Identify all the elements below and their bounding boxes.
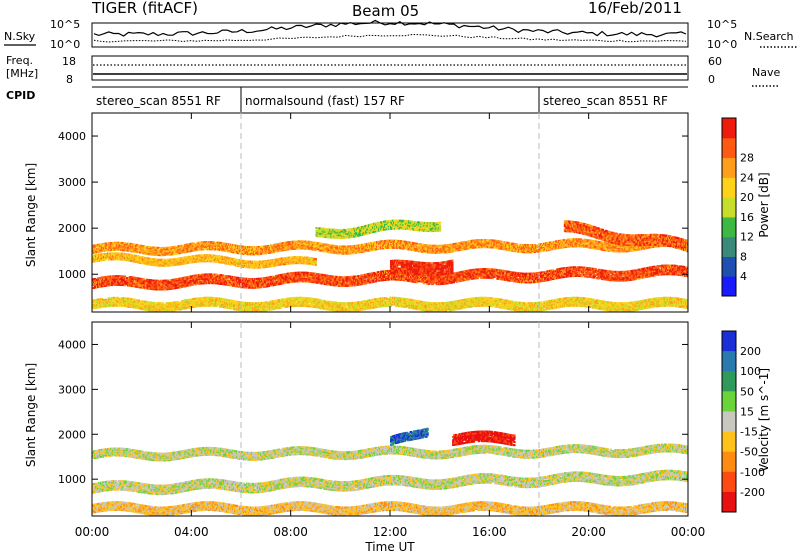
freq-panel bbox=[92, 56, 688, 80]
nave-label: Nave bbox=[752, 66, 780, 79]
nsky-tick-top: 10^5 bbox=[50, 18, 80, 31]
nave-tick-bottom: 0 bbox=[708, 73, 715, 86]
nsky-tick-bottom: 10^0 bbox=[50, 38, 80, 51]
heatmap-cell bbox=[500, 241, 502, 243]
freq-label-line2: [MHz] bbox=[6, 67, 38, 80]
freq-tick-bottom: 8 bbox=[66, 73, 73, 86]
nsearch-label: N.Search bbox=[744, 30, 794, 43]
beam-title: Beam 05 bbox=[352, 2, 419, 20]
nsky-right-tick-top: 10^5 bbox=[707, 18, 737, 31]
cpid-bar: stereo_scan 8551 RF normalsound (fast) 15… bbox=[92, 87, 688, 112]
nsky-label: N.Sky bbox=[4, 30, 36, 43]
heatmap-cells bbox=[92, 220, 689, 313]
nsky-right-tick-bottom: 10^0 bbox=[707, 38, 737, 51]
date-title: 16/Feb/2011 bbox=[588, 0, 682, 17]
freq-tick-top: 18 bbox=[62, 55, 76, 68]
cpid-label: CPID bbox=[6, 89, 35, 102]
cpid-segment-label: stereo_scan 8551 RF bbox=[543, 94, 668, 108]
cpid-segment-label: normalsound (fast) 157 RF bbox=[245, 94, 405, 108]
nave-tick-top: 60 bbox=[708, 55, 722, 68]
cpid-segment-label: stereo_scan 8551 RF bbox=[96, 94, 221, 108]
radar-title: TIGER (fitACF) bbox=[91, 0, 198, 17]
freq-label-line1: Freq. bbox=[6, 54, 33, 67]
